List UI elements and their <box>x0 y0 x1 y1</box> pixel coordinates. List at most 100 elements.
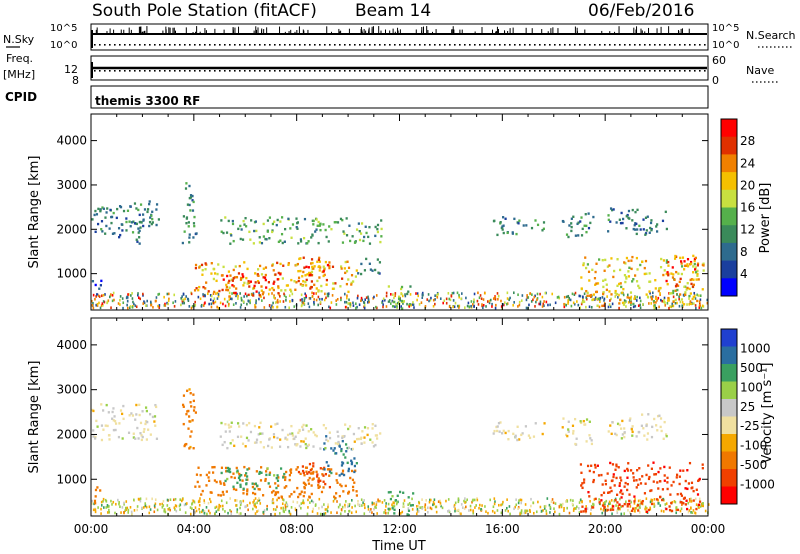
power-cell <box>145 304 147 308</box>
power-cell <box>271 230 274 234</box>
velocity-cell <box>139 499 142 503</box>
nave-dot <box>379 70 381 72</box>
power-cell <box>592 298 595 301</box>
velocity-cell <box>266 467 269 470</box>
velocity-cell <box>502 429 505 433</box>
velocity-cell <box>588 495 591 498</box>
y-tick-label: 2000 <box>56 427 87 441</box>
velocity-cell <box>344 456 347 459</box>
velocity-cell <box>358 503 361 507</box>
velocity-cell <box>213 479 216 482</box>
power-heatmap-cells <box>91 182 709 310</box>
power-cell <box>539 300 542 304</box>
velocity-cell <box>478 506 480 510</box>
freq-unit-label: [MHz] <box>3 68 35 81</box>
velocity-cell <box>271 501 274 505</box>
power-cell <box>603 304 606 307</box>
power-cell <box>470 300 473 303</box>
velocity-cell <box>242 492 245 495</box>
power-cell <box>254 303 256 307</box>
velocity-cell <box>302 423 305 427</box>
velocity-cell <box>385 502 387 505</box>
power-cell <box>387 285 390 288</box>
velocity-cell <box>387 502 390 506</box>
velocity-cell <box>660 429 663 433</box>
nsearch-dot <box>564 44 566 46</box>
power-cell <box>260 285 263 288</box>
power-cell <box>345 234 349 237</box>
velocity-cell <box>566 434 569 438</box>
power-cell <box>98 301 100 305</box>
velocity-cell <box>651 425 654 429</box>
nave-dot <box>654 70 656 72</box>
power-cell <box>98 287 101 290</box>
velocity-cell <box>205 506 208 509</box>
velocity-cell <box>284 508 287 511</box>
power-cell <box>583 224 586 227</box>
velocity-cell <box>539 505 542 509</box>
velocity-cell <box>419 506 422 509</box>
power-cell <box>684 264 688 267</box>
velocity-cell <box>257 487 260 491</box>
velocity-cell <box>219 435 222 438</box>
power-cell <box>92 306 95 310</box>
velocity-cell <box>323 512 325 516</box>
nave-dot <box>114 70 116 72</box>
power-cell <box>225 283 228 287</box>
velocity-cell <box>626 476 629 479</box>
nsearch-dot <box>659 44 661 46</box>
velocity-cell <box>134 418 137 421</box>
power-cell <box>134 222 137 225</box>
velocity-colorbar-tick: 25 <box>740 400 755 414</box>
velocity-cell <box>628 419 631 422</box>
power-cell <box>522 224 525 227</box>
velocity-cell <box>190 405 193 408</box>
velocity-cell <box>666 487 669 491</box>
power-cell <box>150 222 153 226</box>
velocity-cell <box>100 512 102 515</box>
velocity-cell <box>655 498 659 501</box>
velocity-cell <box>644 507 646 511</box>
power-cell <box>618 293 620 297</box>
power-cell <box>394 294 396 298</box>
velocity-cell <box>289 471 293 474</box>
power-cell <box>587 270 591 274</box>
power-cell <box>515 232 518 236</box>
power-cell <box>210 302 213 306</box>
power-cell <box>295 225 298 229</box>
power-cell <box>328 264 331 268</box>
power-cell <box>217 306 220 310</box>
power-cell <box>689 300 692 303</box>
power-cell <box>534 219 537 222</box>
power-cell <box>345 217 348 220</box>
velocity-cell <box>506 498 508 501</box>
power-cell <box>599 296 602 300</box>
velocity-cell <box>700 502 703 506</box>
power-cell <box>343 232 346 235</box>
nsearch-dot <box>619 44 621 46</box>
power-cell <box>694 304 697 307</box>
velocity-cell <box>620 505 622 509</box>
power-cell <box>249 299 252 302</box>
velocity-cell <box>341 439 344 443</box>
power-cell <box>437 292 439 296</box>
velocity-cell <box>447 509 449 513</box>
velocity-cell <box>198 503 201 507</box>
power-cell <box>272 305 274 309</box>
power-cell <box>432 304 435 308</box>
power-cell <box>663 296 666 300</box>
power-cell <box>262 235 265 238</box>
nsearch-dot <box>634 44 636 46</box>
nsearch-dot <box>344 44 346 46</box>
power-cell <box>418 303 421 306</box>
power-cell <box>128 220 131 223</box>
power-cell <box>645 272 648 275</box>
power-cell <box>229 297 232 301</box>
velocity-cell <box>232 487 236 491</box>
y-tick-label: 1000 <box>56 267 87 281</box>
velocity-cell <box>153 420 156 423</box>
power-cell <box>539 302 542 306</box>
velocity-colorbar-swatch <box>721 486 737 505</box>
velocity-cell <box>590 504 593 508</box>
velocity-cell <box>689 497 692 501</box>
